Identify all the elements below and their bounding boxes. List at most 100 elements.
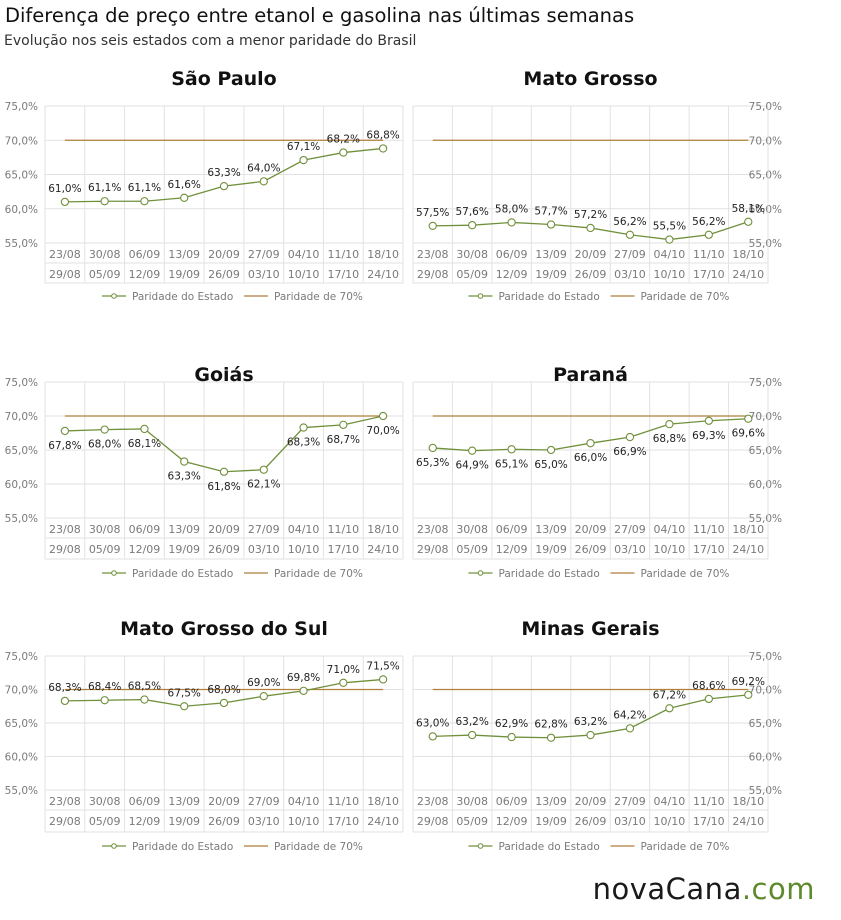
x-tick-label-start: 27/09 (248, 523, 280, 536)
data-point (339, 678, 348, 687)
legend-reference-label: Paridade de 70% (274, 291, 363, 303)
x-tick-label-end: 24/10 (367, 543, 399, 556)
y-tick-label: 70,0% (5, 135, 38, 147)
data-label: 68,0% (207, 684, 240, 696)
data-label: 56,2% (692, 216, 725, 228)
data-point (704, 230, 713, 239)
y-tick-label: 60,0% (5, 479, 38, 491)
y-tick-label: 75,0% (5, 651, 38, 663)
x-tick-label-start: 13/09 (535, 523, 567, 536)
y-tick-label: 60,0% (5, 752, 38, 764)
data-label: 69,2% (732, 676, 765, 688)
data-label: 62,9% (495, 718, 528, 730)
x-tick-label-start: 06/09 (129, 795, 161, 808)
x-tick-label-start: 23/08 (49, 248, 81, 261)
data-point (60, 426, 70, 436)
data-point (428, 732, 437, 741)
x-tick-label-start: 04/10 (288, 795, 320, 808)
data-point (60, 197, 70, 207)
data-point (704, 416, 713, 425)
legend-series-label: Paridade do Estado (132, 568, 233, 580)
chart-title: Minas Gerais (521, 618, 659, 640)
data-label: 61,1% (128, 182, 161, 194)
data-label: 71,0% (327, 664, 360, 676)
y-tick-label: 75,0% (5, 377, 38, 389)
chart-panel-2: Mato Grosso 55,0% 60,0% 65,0% 70,0% 75,0% 23/0… (412, 68, 782, 303)
x-tick-label-start: 27/09 (614, 248, 646, 261)
data-point (468, 446, 477, 455)
x-tick-label-start: 20/09 (208, 523, 240, 536)
data-point (180, 193, 189, 202)
data-point (507, 218, 516, 227)
data-point (625, 724, 635, 733)
x-tick-label-start: 11/10 (327, 248, 359, 261)
data-label: 57,7% (534, 206, 567, 218)
x-tick-label-start: 18/10 (732, 523, 764, 536)
x-tick-label-end: 03/10 (248, 543, 280, 556)
data-label: 61,8% (207, 481, 240, 493)
data-point (259, 465, 268, 474)
data-label: 64,0% (247, 162, 280, 174)
data-label: 61,6% (168, 179, 201, 191)
data-label: 68,3% (287, 437, 320, 449)
x-tick-label-start: 13/09 (535, 248, 567, 261)
legend-series-marker (477, 570, 484, 576)
data-label: 64,2% (613, 709, 646, 721)
y-tick-label: 65,0% (5, 718, 38, 730)
brand-domain: .com (741, 872, 815, 906)
x-tick-label-end: 29/08 (417, 815, 449, 828)
data-label: 63,3% (207, 167, 240, 179)
data-label: 63,0% (416, 717, 449, 729)
data-point (219, 467, 229, 476)
data-label: 61,1% (88, 182, 121, 194)
data-label: 66,0% (574, 452, 607, 464)
x-tick-label-end: 26/09 (575, 543, 607, 556)
y-tick-label: 55,0% (5, 238, 38, 250)
x-tick-label-end: 24/10 (367, 815, 399, 828)
data-point (665, 704, 674, 713)
x-tick-label-end: 05/09 (89, 268, 121, 281)
legend-reference-label: Paridade de 70% (274, 841, 363, 853)
x-tick-label-end: 10/10 (288, 815, 320, 828)
x-tick-label-end: 17/10 (693, 268, 725, 281)
data-label: 69,0% (247, 677, 280, 689)
x-tick-label-start: 30/08 (456, 523, 488, 536)
x-tick-label-end: 12/09 (496, 268, 528, 281)
y-tick-label: 55,0% (749, 513, 782, 525)
y-tick-label: 60,0% (749, 204, 782, 216)
data-label: 68,6% (692, 680, 725, 692)
data-label: 63,2% (574, 716, 607, 728)
legend-series-label: Paridade do Estado (499, 291, 600, 303)
data-point (299, 155, 308, 165)
data-point (140, 695, 149, 704)
legend-series-marker (477, 293, 484, 299)
x-tick-label-end: 05/09 (456, 268, 488, 281)
legend-reference-label: Paridade de 70% (641, 568, 730, 580)
data-point (586, 730, 595, 740)
x-tick-label-end: 19/09 (535, 543, 567, 556)
x-tick-label-start: 30/08 (89, 795, 121, 808)
x-tick-label-start: 18/10 (367, 248, 399, 261)
chart-title: Goiás (194, 364, 253, 386)
x-tick-label-start: 23/08 (417, 523, 449, 536)
data-point (546, 733, 556, 742)
x-tick-label-end: 26/09 (575, 815, 607, 828)
data-label: 67,5% (168, 687, 201, 699)
x-tick-label-end: 05/09 (456, 815, 488, 828)
chart-panel-6: Minas Gerais 55,0% 60,0% 65,0% 70,0% 75,0% 23/… (412, 618, 782, 853)
data-label: 61,0% (48, 183, 81, 195)
data-point (378, 411, 388, 421)
x-tick-label-start: 06/09 (496, 248, 528, 261)
x-tick-label-start: 20/09 (575, 795, 607, 808)
x-tick-label-start: 18/10 (367, 795, 399, 808)
data-point (180, 702, 189, 711)
x-tick-label-start: 30/08 (456, 248, 488, 261)
data-point (219, 698, 229, 708)
data-label: 57,5% (416, 207, 449, 219)
legend-series-marker (111, 293, 117, 299)
x-tick-label-end: 29/08 (417, 268, 449, 281)
legend-series-label: Paridade do Estado (499, 841, 600, 853)
data-point (428, 443, 437, 453)
x-tick-label-end: 19/09 (168, 815, 200, 828)
x-tick-label-end: 29/08 (49, 268, 81, 281)
